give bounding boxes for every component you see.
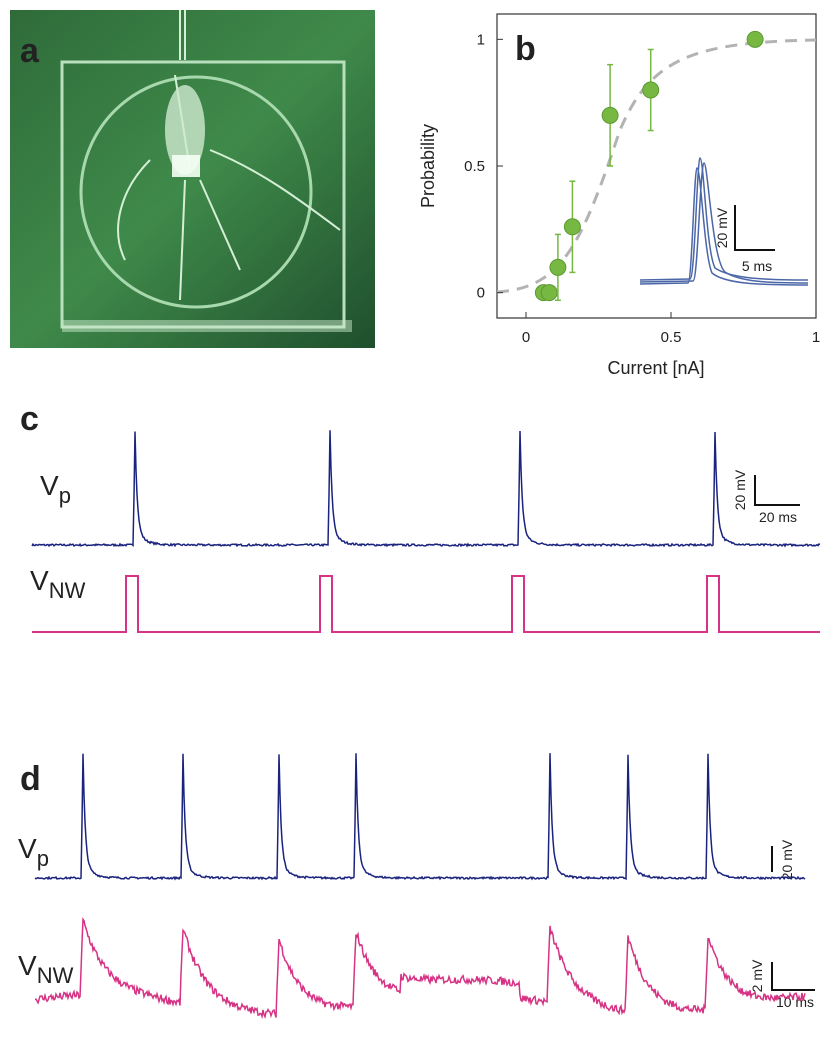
trace-label: Vp xyxy=(40,470,71,508)
x-tick-label: 1 xyxy=(812,329,820,346)
y-tick-label: 0.5 xyxy=(464,158,485,175)
y-tick-label: 0 xyxy=(477,285,485,302)
panel-label: b xyxy=(515,30,536,68)
scale-label: 5 ms xyxy=(742,258,772,274)
y-axis-label: Probability xyxy=(418,124,438,208)
trace xyxy=(32,575,820,633)
point xyxy=(540,284,558,302)
point xyxy=(746,30,764,48)
scale-bar xyxy=(734,205,775,251)
panel-label: a xyxy=(20,32,40,70)
x-tick-label: 0.5 xyxy=(661,329,682,346)
trace xyxy=(31,430,821,548)
fit-curve xyxy=(496,38,817,294)
point xyxy=(601,106,619,124)
x-axis-label: Current [nA] xyxy=(607,358,704,378)
trace-label: Vp xyxy=(18,833,49,871)
micrograph xyxy=(10,10,375,348)
scale-label: 20 mV xyxy=(779,839,795,880)
scale-label: 20 mV xyxy=(714,207,730,248)
y-tick-label: 1 xyxy=(477,31,485,48)
scale-label: 20 mV xyxy=(732,469,748,510)
trace xyxy=(34,917,806,1020)
panel-label: c xyxy=(20,400,39,438)
scale-label: 2 mV xyxy=(749,959,765,992)
point xyxy=(549,258,567,276)
point xyxy=(563,218,581,236)
inset-traces xyxy=(639,157,809,286)
point xyxy=(642,81,660,99)
x-tick-label: 0 xyxy=(522,329,530,346)
scale-label: 20 ms xyxy=(759,509,797,525)
scale-bar xyxy=(754,475,800,506)
panel-label: d xyxy=(20,760,41,798)
trace-label: VNW xyxy=(18,950,74,988)
trace xyxy=(34,753,806,881)
trace-label: VNW xyxy=(30,565,86,603)
scale-bar xyxy=(771,962,815,991)
